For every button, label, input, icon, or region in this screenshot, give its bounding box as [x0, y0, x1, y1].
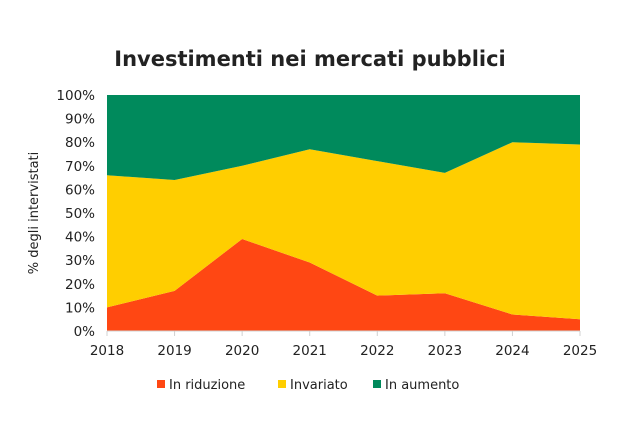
y-tick-label: 30% — [65, 253, 95, 269]
y-tick-label: 100% — [56, 88, 95, 104]
y-tick-label: 60% — [65, 182, 95, 198]
legend-swatch — [278, 380, 286, 388]
y-tick-label: 0% — [74, 324, 96, 340]
legend: In riduzione Invariato In aumento — [157, 378, 459, 393]
y-axis-label: % degli intervistati — [27, 152, 42, 274]
y-tick-label: 70% — [65, 159, 95, 175]
legend-label: Invariato — [290, 378, 348, 393]
areas — [107, 95, 580, 331]
x-tick-label: 2023 — [428, 343, 462, 359]
y-tick-label: 50% — [65, 206, 95, 222]
legend-label: In riduzione — [169, 378, 245, 393]
x-tick-label: 2025 — [563, 343, 597, 359]
x-tick-label: 2018 — [90, 343, 124, 359]
legend-swatch — [157, 380, 165, 388]
area-in-aumento — [107, 95, 580, 180]
y-tick-label: 90% — [65, 112, 95, 128]
chart-title: Investimenti nei mercati pubblici — [114, 47, 506, 71]
area-invariato — [107, 142, 580, 320]
x-tick-label: 2024 — [495, 343, 529, 359]
x-tick-label: 2022 — [360, 343, 394, 359]
legend-label: In aumento — [385, 378, 459, 393]
x-tick-label: 2019 — [157, 343, 191, 359]
y-tick-label: 20% — [65, 277, 95, 293]
legend-swatch — [373, 380, 381, 388]
y-tick-label: 80% — [65, 135, 95, 151]
y-tick-label: 40% — [65, 230, 95, 246]
x-tick-label: 2020 — [225, 343, 259, 359]
x-tick-label: 2021 — [293, 343, 327, 359]
area-in-riduzione — [107, 238, 580, 331]
y-tick-label: 10% — [65, 300, 95, 316]
axes: 0% 10% 20% 30% 40% 50% 60% 70% 80% 90% 100% 2018 201… — [56, 88, 597, 359]
